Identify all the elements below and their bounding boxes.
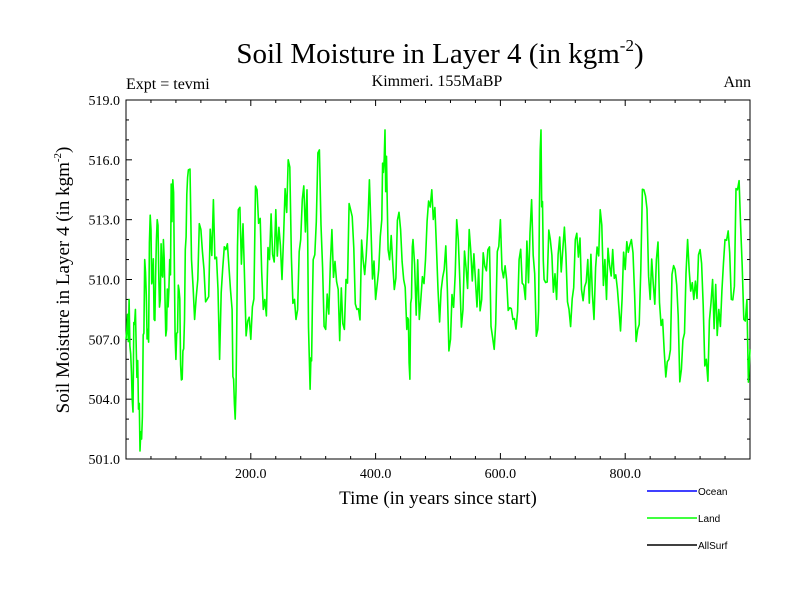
x-axis: 200.0 400.0 600.0 800.0	[150, 100, 726, 482]
series-line-land	[125, 129, 751, 452]
legend: Ocean Land AllSurf	[647, 487, 728, 552]
x-tick-label: 800.0	[609, 467, 641, 482]
subtitle-right: Ann	[723, 74, 751, 91]
x-tick-label: 400.0	[360, 467, 392, 482]
x-tick-label: 600.0	[485, 467, 517, 482]
legend-label-land: Land	[698, 514, 720, 525]
x-tick-label: 200.0	[235, 467, 267, 482]
legend-label-allsurf: AllSurf	[698, 541, 728, 552]
legend-label-ocean: Ocean	[698, 487, 727, 498]
y-tick-label: 516.0	[89, 154, 121, 169]
y-axis-label: Soil Moisture in Layer 4 (in kgm-2)	[52, 147, 74, 414]
subtitle-left: Expt = tevmi	[126, 76, 210, 93]
y-tick-label: 519.0	[89, 94, 121, 109]
x-axis-label: Time (in years since start)	[339, 488, 537, 509]
chart-title: Soil Moisture in Layer 4 (in kgm-2)	[236, 36, 643, 70]
y-tick-label: 501.0	[89, 453, 121, 468]
y-tick-label: 513.0	[89, 214, 121, 229]
subtitle-center: Kimmeri. 155MaBP	[372, 73, 503, 90]
y-tick-label: 504.0	[89, 393, 121, 408]
y-tick-label: 510.0	[89, 274, 121, 289]
y-tick-label: 507.0	[89, 333, 121, 348]
series-group	[125, 129, 751, 452]
y-axis: 501.0 504.0 507.0 510.0 513.0 516.0 519.0	[89, 94, 750, 468]
